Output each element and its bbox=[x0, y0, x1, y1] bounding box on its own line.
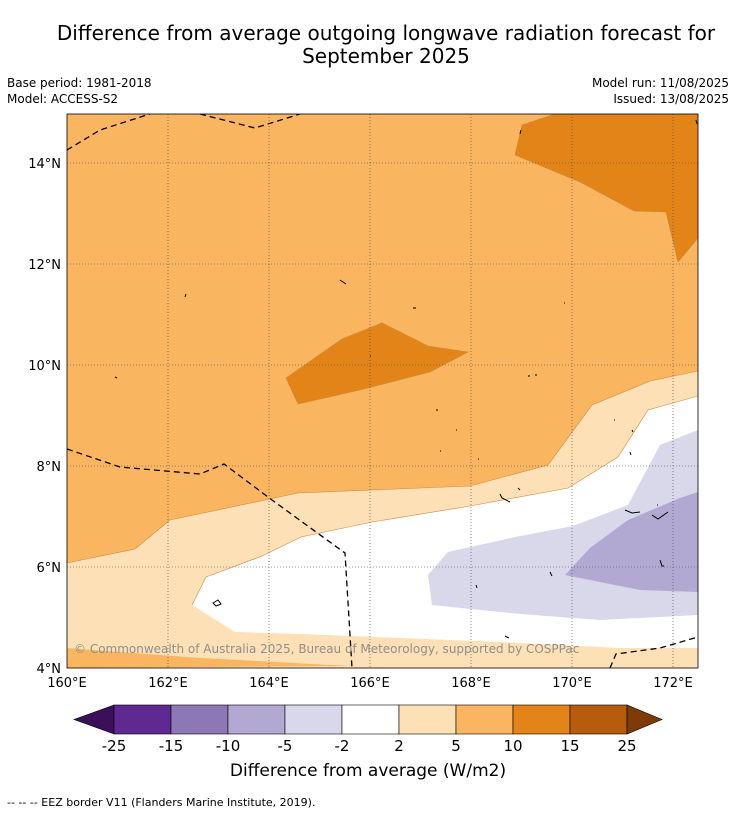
lon-label: 166°E bbox=[350, 676, 390, 691]
colorbar-tick-label: 2 bbox=[394, 737, 404, 755]
lon-label: 160°E bbox=[47, 676, 87, 691]
colorbar-swatch bbox=[170, 704, 229, 735]
copyright-notice: © Commonwealth of Australia 2025, Bureau… bbox=[74, 642, 579, 656]
colorbar-swatch bbox=[284, 704, 343, 735]
colorbar-tick-label: -25 bbox=[102, 737, 127, 755]
lon-label: 162°E bbox=[148, 676, 188, 691]
issued-date: Issued: 13/08/2025 bbox=[613, 92, 729, 106]
chart-title: Difference from average outgoing longwav… bbox=[0, 22, 736, 68]
model-run: Model run: 11/08/2025 bbox=[591, 76, 729, 90]
colorbar-label: Difference from average (W/m2) bbox=[229, 761, 507, 781]
colorbar-tick-label: 5 bbox=[451, 737, 461, 755]
longitude-labels: 160°E 162°E 164°E 166°E 168°E 170°E 172°… bbox=[47, 676, 693, 691]
base-period: Base period: 1981-2018 bbox=[7, 76, 152, 90]
map-field bbox=[67, 114, 698, 668]
colorbar-tick-label: 15 bbox=[560, 737, 579, 755]
title-line-1: Difference from average outgoing longwav… bbox=[56, 21, 716, 45]
colorbar-swatch bbox=[569, 704, 628, 735]
title-line-2: September 2025 bbox=[302, 44, 470, 68]
lat-label: 14°N bbox=[28, 157, 61, 172]
colorbar-swatch bbox=[341, 704, 400, 735]
lat-label: 6°N bbox=[37, 561, 62, 576]
map-frame bbox=[66, 113, 699, 669]
colorbar-tick-label: -15 bbox=[159, 737, 184, 755]
colorbar-swatch bbox=[512, 704, 571, 735]
lon-label: 170°E bbox=[552, 676, 592, 691]
lat-label: 12°N bbox=[28, 258, 61, 273]
colorbar-swatch bbox=[398, 704, 457, 735]
lon-label: 164°E bbox=[249, 676, 289, 691]
meta-left: Base period: 1981-2018 Model: ACCESS-S2 bbox=[7, 75, 152, 107]
colorbar-swatch bbox=[113, 704, 172, 735]
colorbar: -25 -15 -10 -5 -2 2 5 10 15 25 bbox=[73, 704, 663, 755]
colorbar-arrow-high bbox=[626, 704, 663, 735]
lon-label: 168°E bbox=[451, 676, 491, 691]
lat-label: 10°N bbox=[28, 359, 61, 374]
contour-lines bbox=[67, 114, 698, 606]
lat-label: 8°N bbox=[37, 460, 62, 475]
lon-label: 172°E bbox=[653, 676, 693, 691]
latitude-labels: 14°N 12°N 10°N 8°N 6°N 4°N bbox=[28, 157, 61, 677]
meta-right: Model run: 11/08/2025 Issued: 13/08/2025 bbox=[592, 75, 729, 107]
colorbar-tick-label: 10 bbox=[503, 737, 522, 755]
model-name: Model: ACCESS-S2 bbox=[7, 92, 119, 106]
colorbar-swatch bbox=[455, 704, 514, 735]
colorbar-arrow-low bbox=[73, 704, 115, 735]
lat-label: 4°N bbox=[37, 662, 62, 677]
colorbar-swatch bbox=[227, 704, 286, 735]
colorbar-tick-label: -10 bbox=[216, 737, 241, 755]
colorbar-tick-label: 25 bbox=[617, 737, 636, 755]
axis-labels: 14°N 12°N 10°N 8°N 6°N 4°N 160°E 162°E 1… bbox=[28, 157, 693, 691]
colorbar-tick-label: -2 bbox=[335, 737, 350, 755]
field-5-10-south bbox=[67, 648, 350, 668]
field-10-15-north bbox=[515, 114, 698, 262]
islands bbox=[114, 119, 698, 639]
eez-borders bbox=[67, 114, 698, 668]
eez-footnote: -- -- -- EEZ border V11 (Flanders Marine… bbox=[7, 796, 316, 809]
colorbar-tick-label: -5 bbox=[278, 737, 293, 755]
gridlines bbox=[67, 114, 698, 668]
